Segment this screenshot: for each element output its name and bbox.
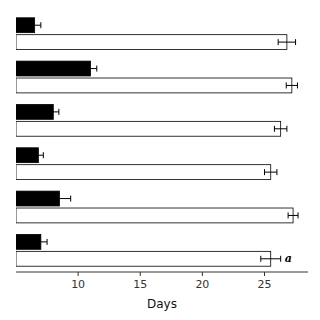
error-cap (84, 66, 85, 72)
error-line (278, 42, 295, 43)
error-bar (265, 169, 277, 175)
x-tick (140, 272, 141, 276)
error-line (265, 172, 277, 173)
error-cap (47, 109, 48, 115)
error-cap (274, 126, 275, 132)
error-cap (43, 152, 44, 158)
error-cap (70, 196, 71, 202)
x-tick (264, 272, 265, 276)
x-axis-label: Days (147, 297, 177, 311)
bar (16, 165, 271, 180)
error-line (48, 198, 70, 199)
bar (16, 104, 53, 119)
bar (16, 121, 281, 136)
error-cap (58, 109, 59, 115)
error-line (288, 215, 298, 216)
error-line (274, 128, 286, 129)
error-cap (28, 22, 29, 28)
x-tick (78, 272, 79, 276)
error-cap (286, 82, 287, 88)
error-cap (278, 39, 279, 45)
error-line (28, 25, 40, 26)
error-cap (297, 82, 298, 88)
x-tick-label: 25 (258, 278, 272, 291)
error-cap (34, 239, 35, 245)
error-cap (264, 169, 265, 175)
error-cap (48, 196, 49, 202)
error-cap (47, 239, 48, 245)
annotation: a (285, 252, 292, 265)
error-cap (276, 169, 277, 175)
error-bar (278, 39, 295, 45)
bars (16, 18, 298, 266)
error-cap (286, 126, 287, 132)
x-tick-label: 15 (133, 278, 147, 291)
bar (16, 35, 287, 50)
error-bar (35, 239, 47, 245)
error-cap (96, 66, 97, 72)
x-tick-label: 20 (195, 278, 209, 291)
error-cap (33, 152, 34, 158)
error-bar (286, 82, 297, 88)
error-bar (48, 196, 70, 202)
error-bar (274, 126, 286, 132)
error-cap (298, 212, 299, 218)
x-tick (202, 272, 203, 276)
error-cap (280, 256, 281, 262)
bar (16, 208, 293, 223)
error-cap (295, 39, 296, 45)
error-line (84, 68, 96, 69)
error-line (33, 155, 43, 156)
error-bar (84, 66, 96, 72)
error-bar (48, 109, 59, 115)
bar (16, 251, 271, 266)
error-line (286, 85, 297, 86)
x-tick-label: 10 (71, 278, 85, 291)
chart-container: 10 15 20 25 Days a (0, 0, 320, 320)
error-cap (40, 22, 41, 28)
error-line (48, 111, 59, 112)
chart: 10 15 20 25 Days a (0, 0, 320, 320)
error-bar (288, 212, 298, 218)
error-bar (33, 152, 43, 158)
error-cap (288, 212, 289, 218)
error-cap (260, 256, 261, 262)
error-bar (261, 256, 281, 262)
bar (16, 61, 91, 76)
error-bar (28, 22, 40, 28)
error-line (35, 241, 47, 242)
error-line (261, 258, 281, 259)
bar (16, 78, 292, 93)
